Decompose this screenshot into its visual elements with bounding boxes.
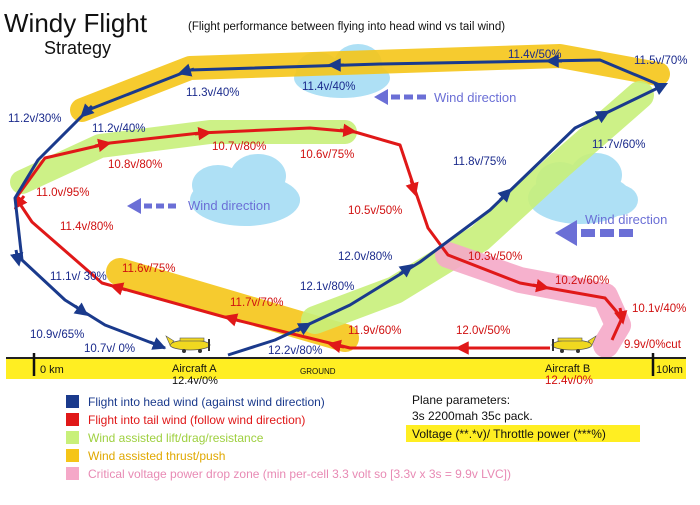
red-reading: 9.9v/0%cut <box>624 339 682 351</box>
red-arrow-icon <box>223 313 241 327</box>
wind-arrow-icon <box>127 198 176 214</box>
cloud-icon <box>190 154 300 226</box>
tail-wind-path <box>14 126 624 350</box>
blue-arrow-icon <box>497 188 512 203</box>
ground-strip <box>6 357 686 379</box>
red-arrow-icon <box>614 307 628 325</box>
red-reading: 10.2v/60% <box>555 275 609 287</box>
wind-direction-label: Wind direction <box>585 212 667 227</box>
red-reading: 11.9v/60% <box>348 325 402 337</box>
blue-reading: 11.2v/30% <box>8 113 62 125</box>
red-reading: 10.7v/80% <box>212 141 266 153</box>
red-arrow-icon <box>405 179 419 197</box>
blue-reading: 10.9v/65% <box>30 329 84 341</box>
red-reading: 11.4v/80% <box>60 221 114 233</box>
head-wind-readings: 10.7v/ 0% 10.9v/65% 11.1v/ 30% 11.2v/30%… <box>8 49 688 357</box>
blue-reading: 12.1v/80% <box>300 281 354 293</box>
red-arrow-icon <box>327 339 345 353</box>
blue-reading: 12.0v/80% <box>338 251 392 263</box>
params-format: Voltage (**.*v)/ Throttle power (***%) <box>412 427 606 441</box>
head-wind-path <box>13 58 664 357</box>
blue-arrow-icon <box>149 337 167 350</box>
blue-arrow-icon <box>296 322 312 336</box>
wind-direction-label: Wind direction <box>188 198 270 213</box>
legend-swatch <box>66 395 79 408</box>
legend-item: Flight into tail wind (follow wind direc… <box>88 413 305 427</box>
axis-start-label: 0 km <box>40 364 64 376</box>
red-reading: 10.3v/50% <box>468 251 522 263</box>
red-reading: 10.1v/40% <box>632 303 686 315</box>
blue-arrow-icon <box>10 249 24 267</box>
aircraft-b-label: Aircraft B <box>545 363 590 375</box>
blue-reading: 11.5v/70% <box>634 55 688 67</box>
blue-reading: 11.7v/60% <box>592 139 646 151</box>
params-pack: 3s 2200mah 35c pack. <box>412 409 533 423</box>
legend-swatch <box>66 413 79 426</box>
aircraft-a-label: Aircraft A <box>172 363 217 375</box>
red-arrow-icon <box>339 123 357 138</box>
critical-zone <box>435 242 631 358</box>
red-reading: 10.6v/75% <box>300 149 354 161</box>
red-reading: 12.0v/50% <box>456 325 510 337</box>
legend-item: Wind assisted thrust/push <box>88 449 225 463</box>
red-arrow-icon <box>194 126 212 141</box>
blue-reading: 12.2v/80% <box>268 345 322 357</box>
blue-reading: 11.2v/40% <box>92 123 146 135</box>
blue-arrow-icon <box>80 103 95 118</box>
legend-swatch <box>66 431 79 444</box>
blue-reading: 11.4v/40% <box>302 81 356 93</box>
legend-item: Critical voltage power drop zone (min pe… <box>88 467 511 481</box>
blue-reading: 10.7v/ 0% <box>84 343 135 355</box>
legend-item: Wind assisted lift/drag/resistance <box>88 431 264 445</box>
head-wind-arrows <box>10 54 669 350</box>
blue-reading: 11.4v/50% <box>508 49 562 61</box>
wind-arrow-icon <box>374 89 426 105</box>
tail-wind-readings: 9.9v/0%cut 10.1v/40% 10.2v/60% 10.3v/50%… <box>36 141 686 351</box>
blue-reading: 11.3v/40% <box>186 87 240 99</box>
ground-label: GROUND <box>300 367 336 376</box>
title: Windy Flight <box>4 8 148 38</box>
red-reading: 10.5v/50% <box>348 205 402 217</box>
aircraft-b-icon <box>551 335 597 353</box>
red-reading: 11.6v/75% <box>122 263 176 275</box>
lift-zone <box>301 81 654 334</box>
legend-swatch <box>66 467 79 480</box>
aircraft-a-reading: 12.4v/0% <box>172 375 218 387</box>
wind-direction-label: Wind direction <box>434 90 516 105</box>
red-reading: 11.7v/70% <box>230 297 284 309</box>
red-reading: 10.8v/80% <box>108 159 162 171</box>
subtitle: Strategy <box>44 38 111 58</box>
wind-arrow-icon <box>555 220 633 246</box>
blue-arrow-icon <box>398 263 414 278</box>
blue-arrow-icon <box>73 302 89 317</box>
blue-reading: 11.8v/75% <box>453 156 507 168</box>
red-arrow-icon <box>109 282 127 296</box>
axis-end-label: 10km <box>656 364 683 376</box>
legend: Flight into head wind (against wind dire… <box>66 395 511 481</box>
red-reading: 11.0v/95% <box>36 187 90 199</box>
params-format-highlight <box>406 425 640 442</box>
aircraft-a-icon <box>165 335 211 353</box>
blue-reading: 11.1v/ 30% <box>50 271 107 283</box>
tail-wind-arrows <box>13 123 628 355</box>
subtitle-note: (Flight performance between flying into … <box>188 21 505 33</box>
legend-item: Flight into head wind (against wind dire… <box>88 395 325 409</box>
aircraft-b-reading: 12.4v/0% <box>545 375 593 387</box>
lift-zone <box>10 120 357 194</box>
red-arrow-icon <box>532 279 550 293</box>
blue-arrow-icon <box>177 63 195 77</box>
red-arrow-icon <box>13 194 28 210</box>
params-heading: Plane parameters: <box>412 393 510 407</box>
legend-swatch <box>66 449 79 462</box>
blue-arrow-icon <box>594 110 610 124</box>
blue-arrow-icon <box>652 82 669 96</box>
red-arrow-icon <box>94 138 112 152</box>
